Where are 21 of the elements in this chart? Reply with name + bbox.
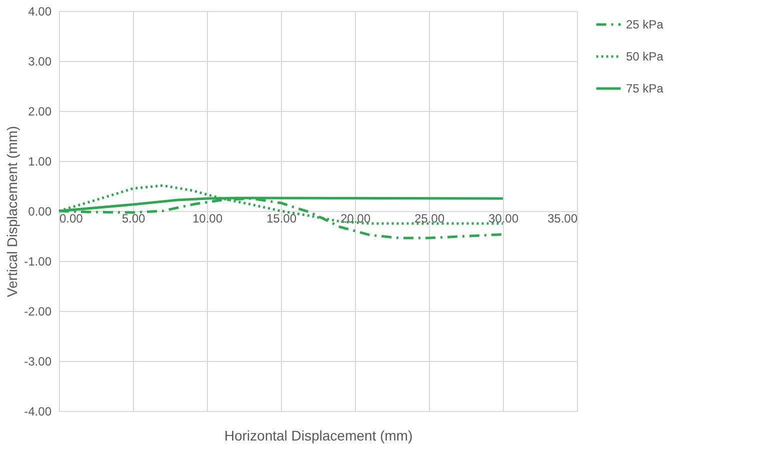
y-tick-label: -3.00 bbox=[24, 354, 52, 368]
x-tick-label: 15.00 bbox=[266, 212, 297, 226]
x-tick-label: 35.00 bbox=[547, 212, 578, 226]
x-tick-label: 5.00 bbox=[122, 212, 146, 226]
y-tick-label: 4.00 bbox=[28, 4, 52, 18]
y-tick-label: 3.00 bbox=[28, 54, 52, 68]
x-tick-label: 25.00 bbox=[414, 212, 445, 226]
y-tick-label: -2.00 bbox=[24, 304, 52, 318]
legend-label: 25 kPa bbox=[626, 18, 664, 32]
y-tick-label: -4.00 bbox=[24, 404, 52, 418]
x-tick-label: 30.00 bbox=[488, 212, 519, 226]
y-tick-label: 1.00 bbox=[28, 154, 52, 168]
y-axis-title: Vertical Displacement (mm) bbox=[4, 126, 20, 298]
x-tick-label: 10.00 bbox=[192, 212, 223, 226]
legend-label: 75 kPa bbox=[626, 82, 664, 96]
legend-label: 50 kPa bbox=[626, 50, 664, 64]
x-tick-label: 0.00 bbox=[60, 212, 84, 226]
y-tick-label: -1.00 bbox=[24, 254, 52, 268]
y-tick-label: 2.00 bbox=[28, 104, 52, 118]
x-tick-label: 20.00 bbox=[340, 212, 371, 226]
x-axis-title: Horizontal Displacement (mm) bbox=[224, 428, 413, 444]
